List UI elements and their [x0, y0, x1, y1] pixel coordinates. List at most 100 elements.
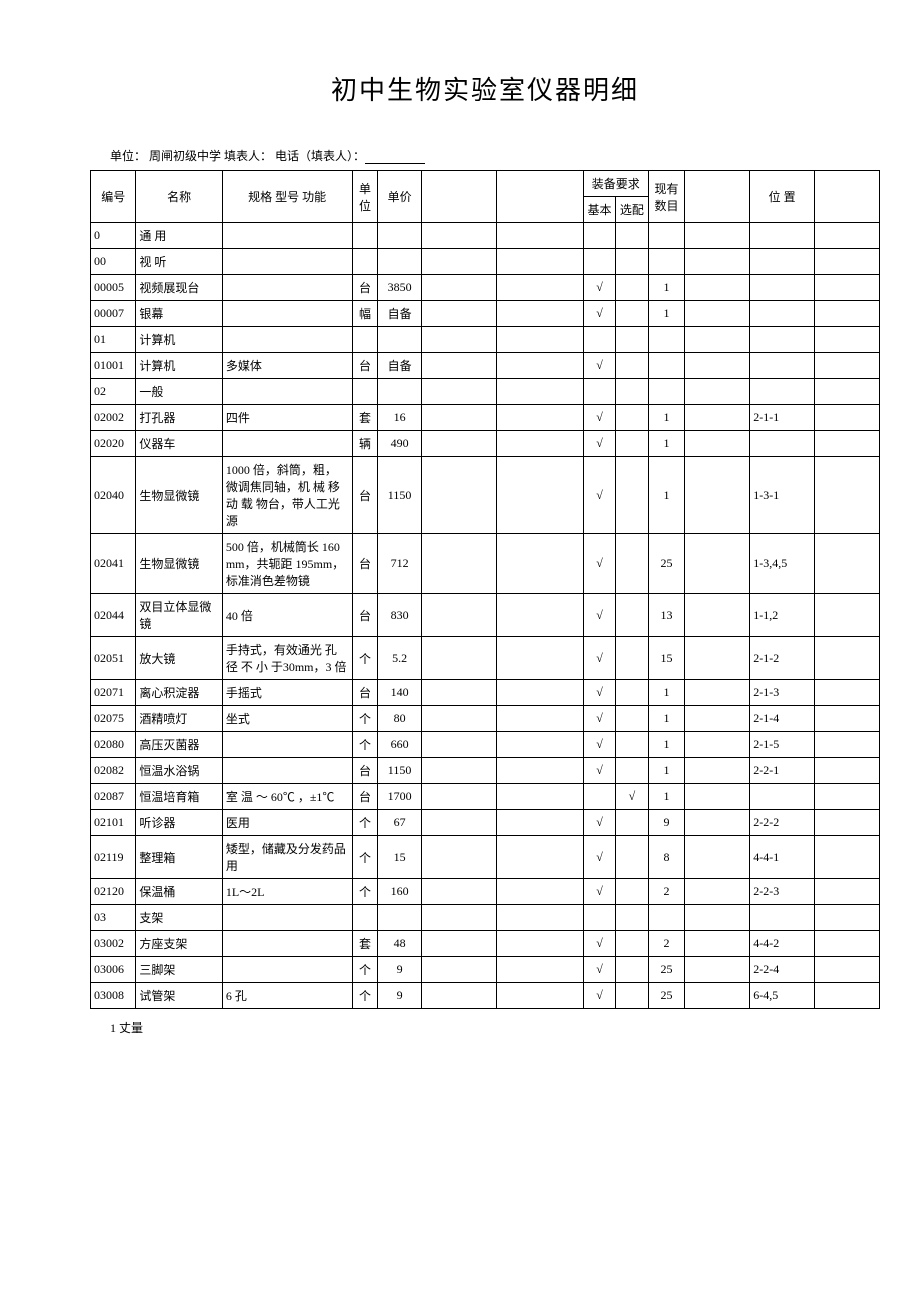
cell [815, 810, 880, 836]
cell: 160 [378, 879, 421, 905]
cell: 台 [352, 353, 378, 379]
cell: 台 [352, 680, 378, 706]
cell: 2-2-2 [750, 810, 815, 836]
cell [685, 957, 750, 983]
cell: 2 [648, 931, 685, 957]
cell: 离心积淀器 [136, 680, 222, 706]
th-select: 选配 [616, 197, 648, 223]
cell: 辆 [352, 431, 378, 457]
cell [616, 431, 648, 457]
cell [815, 301, 880, 327]
cell: √ [583, 758, 615, 784]
cell: 2-2-1 [750, 758, 815, 784]
cell [750, 249, 815, 275]
cell [583, 223, 615, 249]
cell [421, 836, 497, 879]
cell [421, 784, 497, 810]
cell: 02101 [91, 810, 136, 836]
cell [648, 327, 685, 353]
cell [352, 905, 378, 931]
cell [685, 931, 750, 957]
cell: 个 [352, 706, 378, 732]
cell: 02071 [91, 680, 136, 706]
cell [616, 836, 648, 879]
cell [815, 905, 880, 931]
cell [685, 758, 750, 784]
cell [421, 534, 497, 594]
cell: 2-1-3 [750, 680, 815, 706]
cell: 生物显微镜 [136, 457, 222, 534]
cell [378, 905, 421, 931]
cell: 02082 [91, 758, 136, 784]
cell: 通 用 [136, 223, 222, 249]
cell [616, 983, 648, 1009]
cell [583, 905, 615, 931]
cell: 2-1-5 [750, 732, 815, 758]
cell: 个 [352, 810, 378, 836]
cell: √ [616, 784, 648, 810]
cell [497, 957, 583, 983]
cell: √ [583, 957, 615, 983]
cell [421, 327, 497, 353]
cell [616, 301, 648, 327]
cell: 2-2-3 [750, 879, 815, 905]
cell: 4-4-2 [750, 931, 815, 957]
cell [497, 706, 583, 732]
cell: 1 [648, 431, 685, 457]
cell [648, 379, 685, 405]
cell [616, 223, 648, 249]
cell [497, 758, 583, 784]
cell [497, 249, 583, 275]
cell: 140 [378, 680, 421, 706]
equipment-table: 编号 名称 规格 型号 功能 单位 单价 装备要求 现有 数目 位 置 基本 选… [90, 170, 880, 1009]
cell [421, 637, 497, 680]
th-basic: 基本 [583, 197, 615, 223]
cell [497, 680, 583, 706]
th-gap [685, 171, 750, 223]
cell: 03002 [91, 931, 136, 957]
cell [815, 637, 880, 680]
cell: 02002 [91, 405, 136, 431]
cell [815, 836, 880, 879]
table-body: 0通 用00视 听00005视频展现台台3850√100007银幕幅自备√101… [91, 223, 880, 1009]
cell [685, 879, 750, 905]
cell: √ [583, 931, 615, 957]
cell [497, 431, 583, 457]
cell [421, 431, 497, 457]
cell [815, 534, 880, 594]
cell: 5.2 [378, 637, 421, 680]
cell: 台 [352, 784, 378, 810]
cell: 1L～2L [222, 879, 352, 905]
cell: √ [583, 301, 615, 327]
table-row: 02071离心积淀器手摇式台140√12-1-3 [91, 680, 880, 706]
table-row: 01001计算机多媒体台自备√ [91, 353, 880, 379]
cell: 恒温水浴锅 [136, 758, 222, 784]
cell: 视 听 [136, 249, 222, 275]
cell [497, 810, 583, 836]
table-row: 02020仪器车辆490√1 [91, 431, 880, 457]
cell: 830 [378, 594, 421, 637]
cell [815, 379, 880, 405]
cell [685, 431, 750, 457]
cell: 手摇式 [222, 680, 352, 706]
cell [421, 405, 497, 431]
cell: 自备 [378, 353, 421, 379]
subhead: 单位： 周闸初级中学 填表人： 电话（填表人）： [110, 147, 880, 164]
cell [497, 637, 583, 680]
cell [685, 327, 750, 353]
cell: 坐式 [222, 706, 352, 732]
table-row: 03002方座支架套48√24-4-2 [91, 931, 880, 957]
cell: 个 [352, 957, 378, 983]
th-pos: 位 置 [750, 171, 815, 223]
cell: 02075 [91, 706, 136, 732]
cell: 手持式，有效通光 孔 径 不 小 于30mm，3 倍 [222, 637, 352, 680]
page-title: 初中生物实验室仪器明细 [90, 70, 880, 107]
th-price: 单价 [378, 171, 421, 223]
cell: 支架 [136, 905, 222, 931]
cell: 48 [378, 931, 421, 957]
cell: 多媒体 [222, 353, 352, 379]
cell: 13 [648, 594, 685, 637]
cell [421, 732, 497, 758]
cell: 1 [648, 301, 685, 327]
cell [616, 594, 648, 637]
